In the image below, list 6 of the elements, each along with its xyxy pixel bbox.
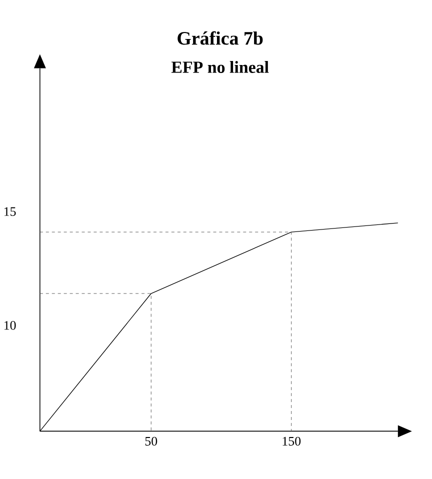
chart-title: Gráfica 7b xyxy=(178,31,263,45)
y-tick-label: 10 xyxy=(4,321,16,330)
x-tick-label: 150 xyxy=(282,436,301,446)
x-tick-label: 50 xyxy=(145,436,158,446)
chart-subtitle: EFP no lineal xyxy=(171,61,269,73)
y-tick-label: 15 xyxy=(4,207,16,216)
